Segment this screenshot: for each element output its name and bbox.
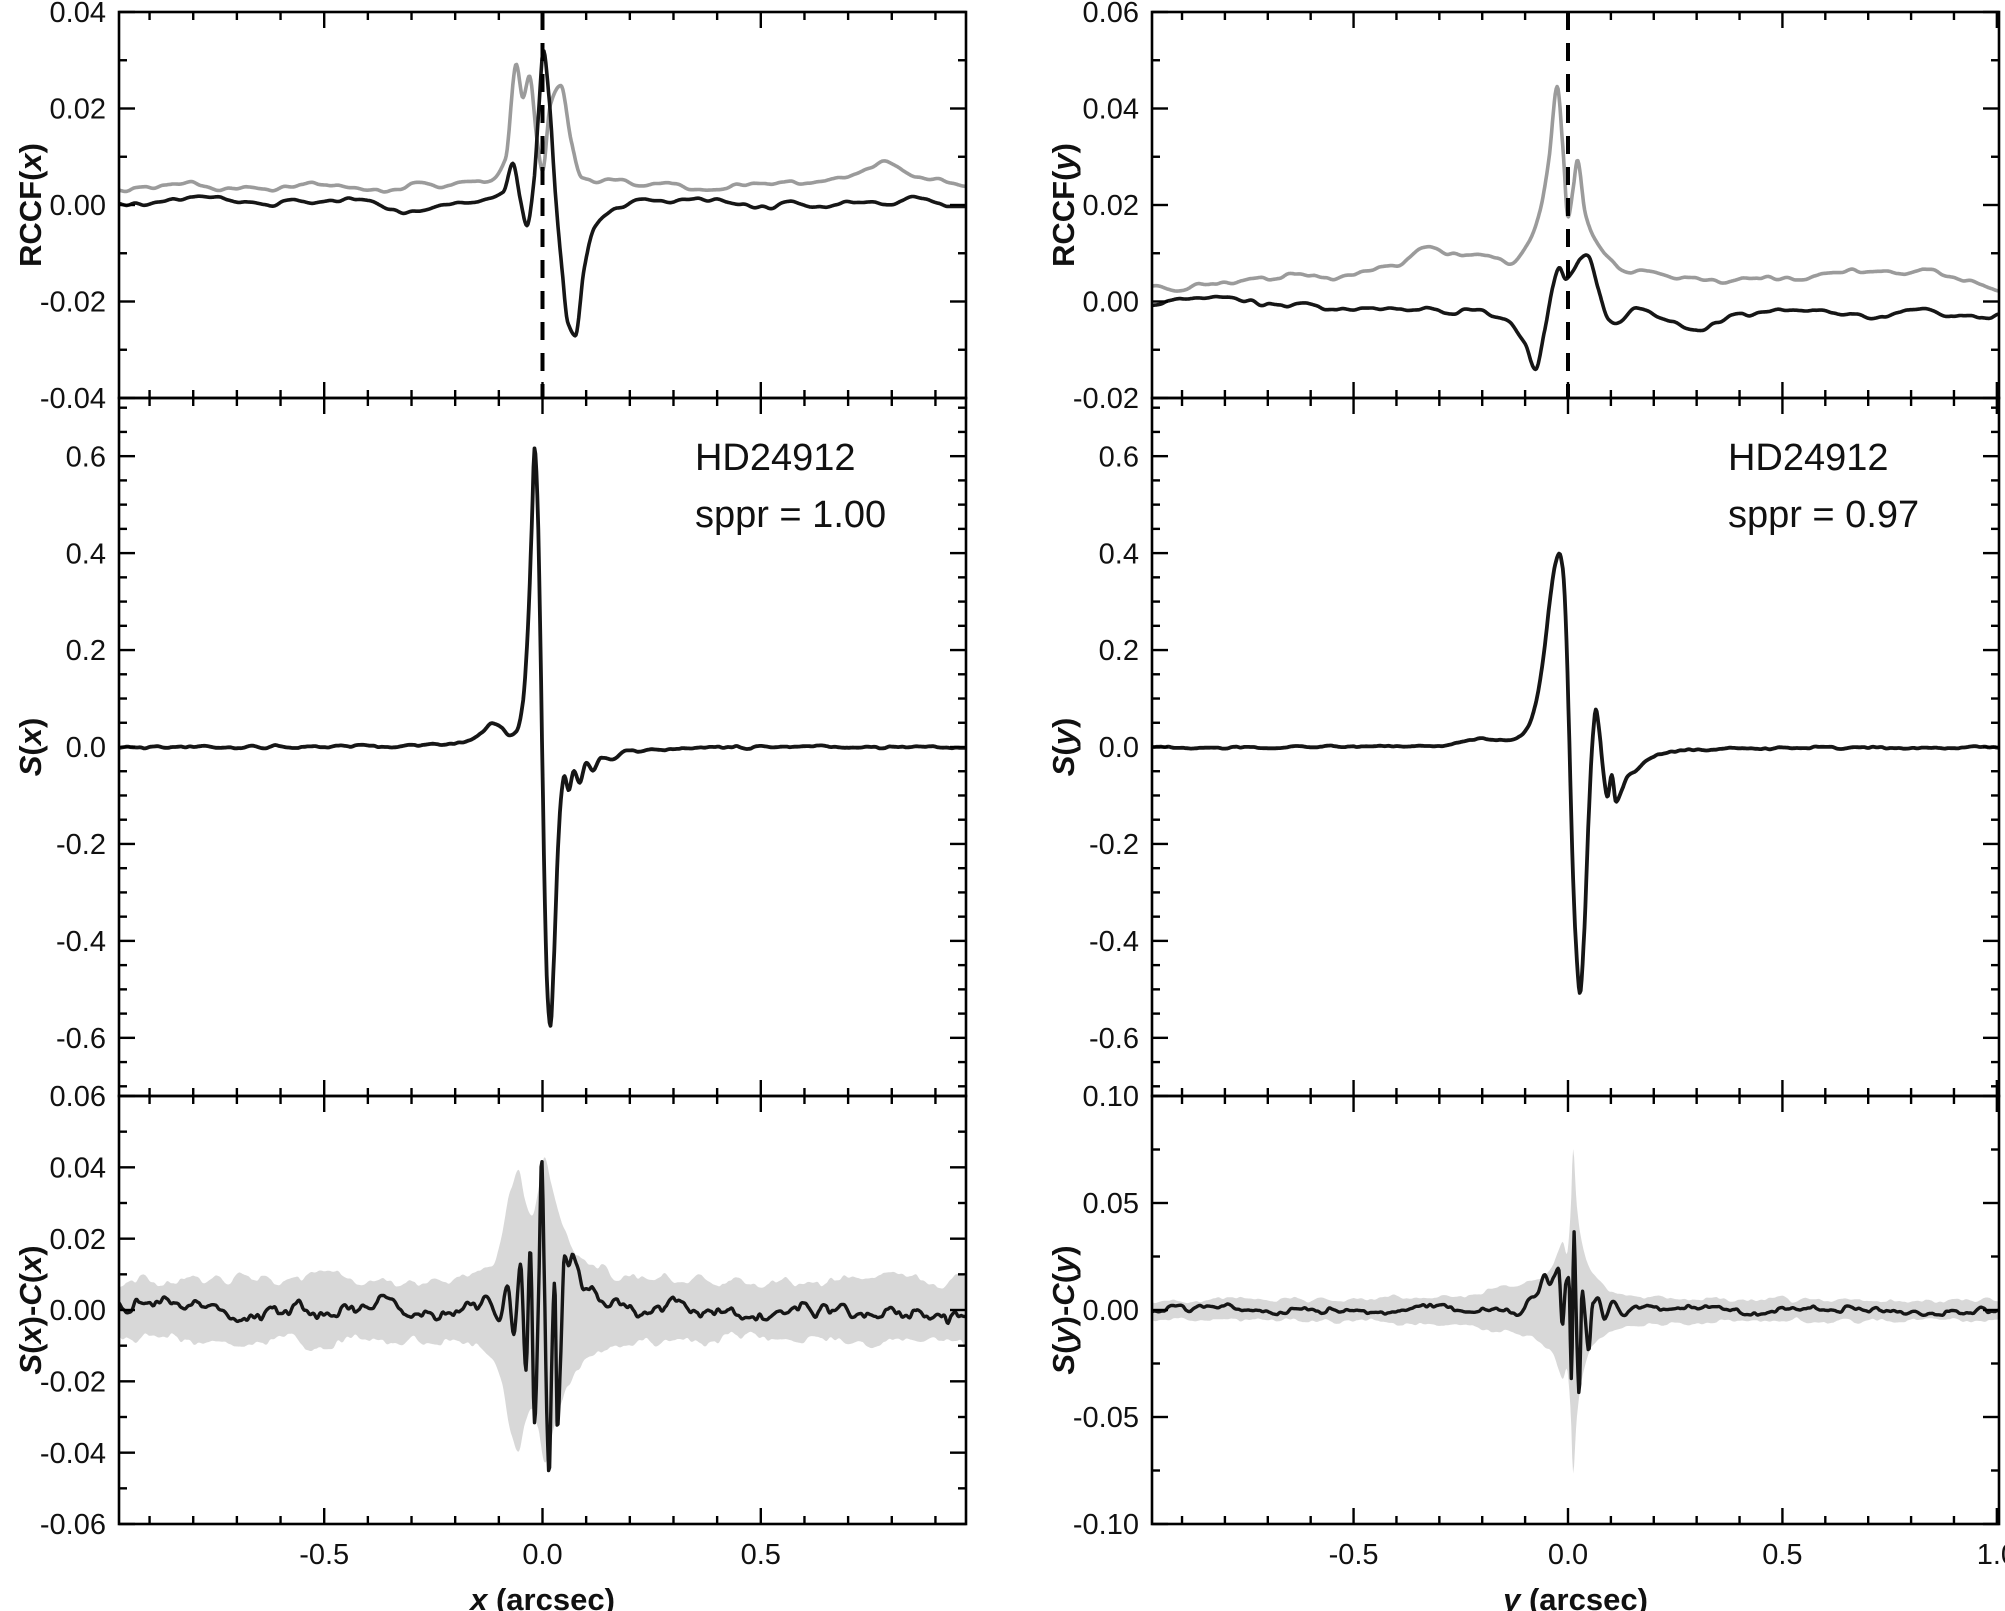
s-x-annotation-1: sppr = 1.00 <box>695 494 886 536</box>
resid-x-frame <box>117 1094 968 1526</box>
resid-y-y-axis-title: S(y)-C(y) <box>1046 1245 1081 1374</box>
rccf-y-ytick-label: 0.02 <box>1083 190 1139 222</box>
s-y-ytick-label: -0.4 <box>1089 926 1139 958</box>
s-y-y-axis-title: S(y) <box>1046 718 1081 777</box>
rccf-y-black-signal-curve <box>1152 253 1999 372</box>
resid-y-ytick-label: 0.05 <box>1083 1188 1139 1220</box>
plot-area-s-x <box>119 446 966 1028</box>
resid-x-uncertainty-band <box>119 1157 966 1463</box>
plot-area-s-y <box>1152 551 1999 995</box>
panel-s-x: 0.6 0.4 0.2 0.0 -0.2 -0.4 -0.6 S(x) HD24912 sppr … <box>13 396 968 1098</box>
rccf-x-ytick-label: 0.02 <box>50 94 106 126</box>
s-x-ytick-label: 0.0 <box>66 732 106 764</box>
resid-y-x-axis-title: y (arcsec) <box>1501 1582 1648 1611</box>
s-x-ticks <box>119 398 966 1096</box>
plot-area-resid-y <box>1152 1149 1999 1474</box>
s-y-annotation-0: HD24912 <box>1728 437 1889 479</box>
s-y-ytick-label: 0.0 <box>1099 732 1139 764</box>
resid-x-ytick-label: -0.04 <box>40 1438 106 1470</box>
s-x-y-axis-title: S(x) <box>13 718 48 777</box>
panel-resid-x: 0.06 0.04 0.02 0.00 -0.02 -0.04 -0.06 -0.5 0.0 0.… <box>13 1081 968 1611</box>
rccf-y-ytick-label: 0.00 <box>1083 287 1139 319</box>
resid-x-xtick-label: -0.5 <box>299 1539 349 1571</box>
resid-y-xtick-label: 0.5 <box>1762 1539 1802 1571</box>
resid-x-xtick-label: 0.5 <box>741 1539 781 1571</box>
s-y-annotation-1: sppr = 0.97 <box>1728 494 1919 536</box>
resid-y-ytick-label: -0.10 <box>1073 1509 1139 1541</box>
resid-x-ytick-label: 0.00 <box>50 1295 106 1327</box>
resid-x-ytick-label: 0.02 <box>50 1224 106 1256</box>
s-x-ytick-label: 0.4 <box>66 538 106 570</box>
s-y-ytick-label: 0.2 <box>1099 635 1139 667</box>
resid-y-xtick-label: 0.0 <box>1548 1539 1588 1571</box>
resid-x-x-axis-title: x (arcsec) <box>468 1582 615 1611</box>
s-x-ytick-label: -0.6 <box>56 1023 106 1055</box>
s-x-annotation-0: HD24912 <box>695 437 856 479</box>
rccf-y-ytick-label: 0.04 <box>1083 94 1139 126</box>
s-x-ytick-label: -0.2 <box>56 829 106 861</box>
resid-x-xtick-label: 0.0 <box>522 1539 562 1571</box>
rccf-x-ytick-label: 0.04 <box>50 0 106 29</box>
s-x-signal-curve <box>119 446 966 1028</box>
rccf-x-ytick-label: 0.00 <box>50 190 106 222</box>
plot-area-rccf-x <box>119 12 966 398</box>
rccf-y-ytick-label: 0.06 <box>1083 0 1139 29</box>
rccf-x-ytick-label: -0.02 <box>40 287 106 319</box>
resid-y-xtick-label: -0.5 <box>1329 1539 1379 1571</box>
resid-y-frame <box>1150 1094 2001 1526</box>
resid-x-ytick-label: 0.04 <box>50 1152 106 1184</box>
resid-y-ytick-label: -0.05 <box>1073 1402 1139 1434</box>
resid-y-ytick-label: 0.00 <box>1083 1295 1139 1327</box>
s-y-ytick-label: -0.6 <box>1089 1023 1139 1055</box>
resid-x-ytick-label: -0.02 <box>40 1366 106 1398</box>
rccf-y-y-axis-title: RCCF(y) <box>1046 143 1081 267</box>
s-y-ytick-label: 0.4 <box>1099 538 1139 570</box>
plot-area-rccf-y <box>1152 12 1999 398</box>
s-x-ytick-label: 0.6 <box>66 441 106 473</box>
resid-x-residual-curve <box>119 1160 966 1473</box>
panel-resid-y: 0.10 0.05 0.00 -0.05 -0.10 -0.5 0.0 0.5 1.0 S(y)-… <box>1046 1081 2005 1611</box>
resid-y-residual-curve <box>1152 1230 1999 1395</box>
resid-y-xtick-label: 1.0 <box>1977 1539 2005 1571</box>
s-y-ytick-label: -0.2 <box>1089 829 1139 861</box>
s-x-ytick-label: 0.2 <box>66 635 106 667</box>
rccf-y-gray-reference-curve <box>1152 84 1999 293</box>
rccf-y-ytick-label: -0.02 <box>1073 383 1139 415</box>
plot-area-resid-x <box>119 1157 966 1473</box>
s-y-signal-curve <box>1152 551 1999 995</box>
s-x-ytick-label: -0.4 <box>56 926 106 958</box>
resid-x-ytick-label: -0.06 <box>40 1509 106 1541</box>
rccf-x-ytick-label: -0.04 <box>40 383 106 415</box>
s-y-ytick-label: 0.6 <box>1099 441 1139 473</box>
resid-y-ytick-label: 0.10 <box>1083 1081 1139 1113</box>
rccf-y-ticks <box>1152 10 1999 400</box>
s-y-ticks <box>1152 398 1999 1096</box>
rccf-x-y-axis-title: RCCF(x) <box>13 143 48 267</box>
resid-x-y-axis-title: S(x)-C(x) <box>13 1245 48 1374</box>
panel-s-y: 0.6 0.4 0.2 0.0 -0.2 -0.4 -0.6 S(y) HD24912 sppr … <box>1046 396 2001 1098</box>
resid-x-ytick-label: 0.06 <box>50 1081 106 1113</box>
